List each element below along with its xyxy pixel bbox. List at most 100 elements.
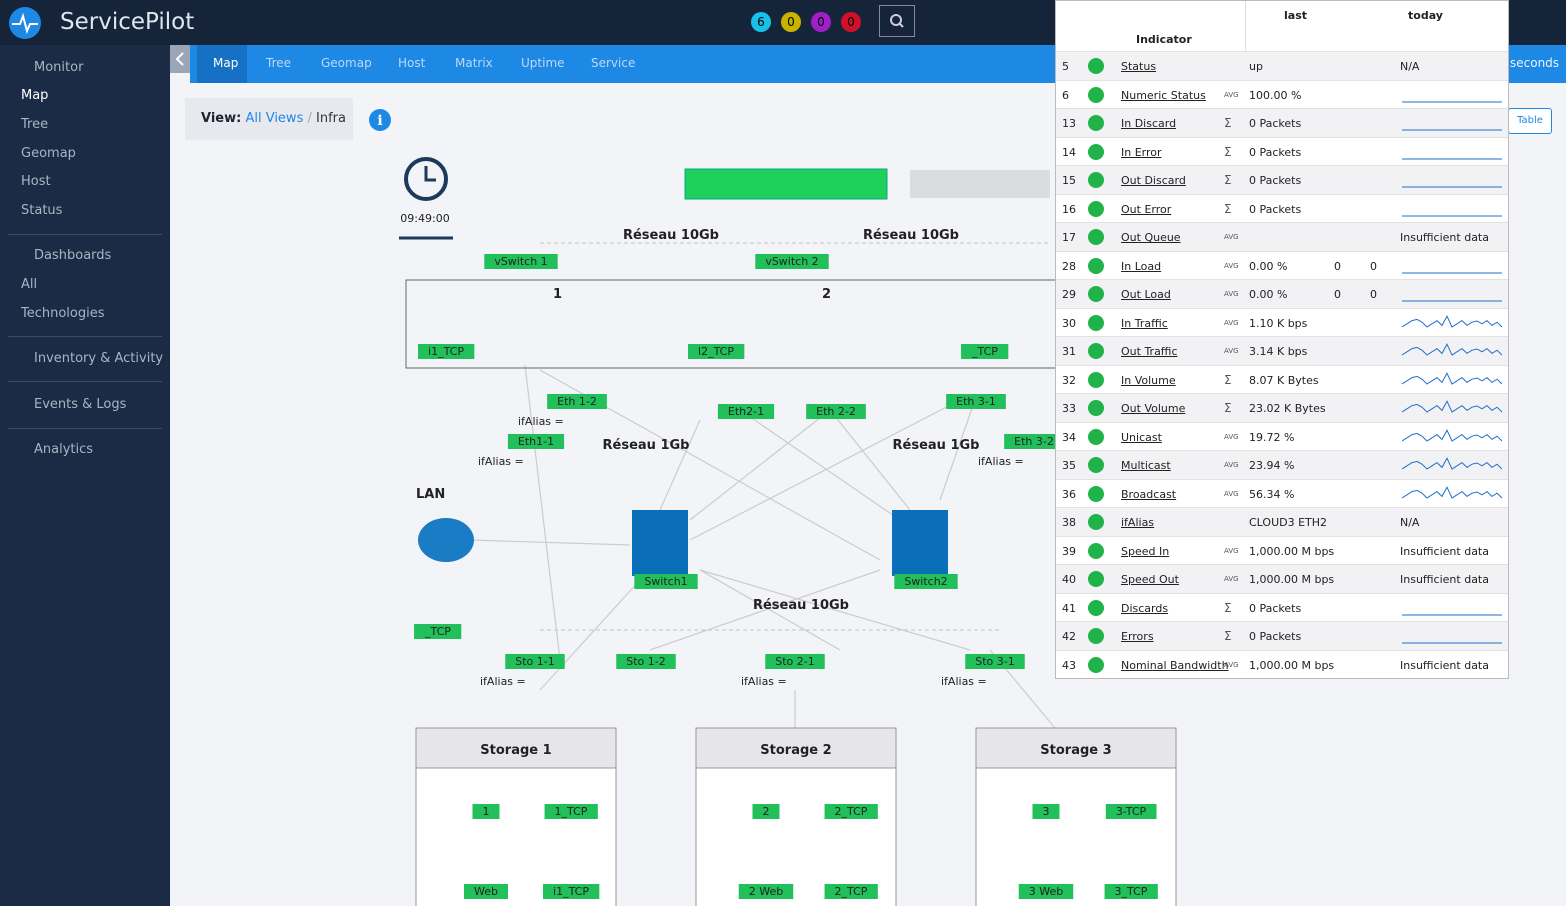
indicator-row: 32 In Volume Σ 8.07 K Bytes xyxy=(1056,364,1508,395)
row-id: 15 xyxy=(1062,174,1076,187)
menu-item[interactable]: Analytics xyxy=(34,442,94,457)
indicator-name[interactable]: In Traffic xyxy=(1121,316,1168,330)
add-button[interactable] xyxy=(1088,286,1104,302)
add-button[interactable] xyxy=(1088,542,1104,559)
add-button[interactable] xyxy=(1088,656,1104,673)
menu-item[interactable]: Events & Logs xyxy=(34,397,127,412)
alert-badge[interactable]: 0 xyxy=(811,12,831,32)
add-button[interactable] xyxy=(1088,143,1104,160)
node-label: 3-TCP xyxy=(1116,805,1147,818)
network-map: 09:49:00 Réseau 10Gb Réseau 10Gb Réseau … xyxy=(399,157,1177,906)
tab[interactable]: Service xyxy=(591,56,636,70)
menu-item[interactable]: Map xyxy=(21,88,49,103)
indicator-name[interactable]: Broadcast xyxy=(1121,487,1177,501)
add-button[interactable] xyxy=(1088,229,1104,245)
indicator-name[interactable]: Out Discard xyxy=(1121,174,1186,187)
label-background xyxy=(946,394,1006,409)
indicator-name[interactable]: In Volume xyxy=(1121,373,1176,387)
row-id: 32 xyxy=(1062,373,1076,387)
add-button[interactable] xyxy=(1088,172,1104,188)
column-header[interactable]: today xyxy=(1408,9,1443,22)
info-icon[interactable]: i xyxy=(368,108,392,132)
menu-item[interactable]: Host xyxy=(21,174,51,189)
label-background xyxy=(418,344,475,359)
add-button[interactable] xyxy=(1088,457,1104,473)
menu-item[interactable]: Technologies xyxy=(21,306,105,321)
search-button[interactable] xyxy=(879,5,915,37)
menu-item[interactable]: Tree xyxy=(21,117,49,132)
table-button[interactable]: Table xyxy=(1508,108,1552,134)
indicator-row: 28 In Load AVG 0.00 % 0 0 xyxy=(1056,250,1508,281)
tab[interactable]: Geomap xyxy=(321,56,372,70)
label-background xyxy=(1104,884,1158,899)
tab[interactable]: Host xyxy=(398,56,426,70)
storage-header xyxy=(975,727,1177,769)
tab[interactable]: Uptime xyxy=(521,56,565,70)
collapse-button[interactable] xyxy=(170,45,190,73)
indicator-name[interactable]: Discards xyxy=(1121,601,1169,615)
add-button[interactable] xyxy=(1088,200,1104,217)
label-background xyxy=(1018,884,1074,899)
menu-item[interactable]: Monitor xyxy=(34,60,84,75)
last-value: 19.72 % xyxy=(1249,430,1295,444)
tab[interactable]: Tree xyxy=(266,56,292,70)
breadcrumb-link[interactable]: All Views xyxy=(245,111,304,126)
add-button[interactable] xyxy=(1088,571,1104,587)
add-button[interactable] xyxy=(1088,58,1104,74)
add-button[interactable] xyxy=(1088,343,1104,359)
port-label: Eth 1-2 xyxy=(557,395,597,408)
menu-item[interactable]: Geomap xyxy=(21,146,76,161)
add-button[interactable] xyxy=(1088,400,1104,416)
indicator-name[interactable]: Out Traffic xyxy=(1121,345,1178,358)
indicator-row: 5 Status up N/A xyxy=(1056,51,1508,81)
node-label: 2_TCP xyxy=(835,885,868,898)
column-header[interactable]: Indicator xyxy=(1136,33,1192,46)
menu-item[interactable]: All xyxy=(21,277,38,292)
add-button[interactable] xyxy=(1088,371,1104,388)
alert-badge[interactable]: 0 xyxy=(841,12,861,32)
indicator-name[interactable]: In Load xyxy=(1121,259,1162,273)
indicator-name[interactable]: Out Load xyxy=(1121,288,1171,301)
indicator-name[interactable]: Unicast xyxy=(1121,430,1162,444)
indicator-name[interactable]: Speed Out xyxy=(1121,573,1179,586)
last-value: 100.00 % xyxy=(1249,88,1302,102)
indicator-name[interactable]: Numeric Status xyxy=(1121,88,1206,102)
add-button[interactable] xyxy=(1088,599,1104,616)
add-button[interactable] xyxy=(1088,628,1104,644)
sparkline xyxy=(1402,343,1502,356)
port-label: Sto 1-2 xyxy=(626,655,666,668)
tab[interactable]: Matrix xyxy=(455,56,493,70)
indicator-name[interactable]: Speed In xyxy=(1121,544,1170,558)
indicator-name[interactable]: Out Volume xyxy=(1121,402,1186,415)
indicator-name[interactable]: In Error xyxy=(1121,145,1162,159)
row-id: 33 xyxy=(1062,402,1076,415)
add-button[interactable] xyxy=(1088,428,1104,445)
add-button[interactable] xyxy=(1088,314,1104,331)
add-button[interactable] xyxy=(1088,514,1104,530)
menu-item[interactable]: Dashboards xyxy=(34,248,112,263)
indicator-name[interactable]: Out Queue xyxy=(1121,231,1181,244)
add-button[interactable] xyxy=(1088,115,1104,131)
menu-item[interactable]: Inventory & Activity xyxy=(34,351,164,366)
column-header[interactable]: last xyxy=(1284,9,1307,22)
last-value: 0 Packets xyxy=(1249,117,1302,130)
indicator-name[interactable]: Errors xyxy=(1121,630,1154,643)
ifalias-label: ifAlias = xyxy=(941,675,987,688)
label-background xyxy=(414,624,462,639)
menu-item[interactable]: Status xyxy=(21,203,63,218)
last-value: 56.34 % xyxy=(1249,487,1295,501)
indicator-name[interactable]: Nominal Bandwidth xyxy=(1121,658,1229,672)
alert-badge[interactable]: 0 xyxy=(781,12,801,32)
indicator-name[interactable]: In Discard xyxy=(1121,117,1177,130)
indicator-name[interactable]: Out Error xyxy=(1121,202,1172,216)
indicator-name[interactable]: ifAlias xyxy=(1121,516,1155,529)
indicator-name[interactable]: Status xyxy=(1121,60,1157,73)
ifalias-label: ifAlias = xyxy=(741,675,787,688)
add-button[interactable] xyxy=(1088,86,1104,103)
alert-badge[interactable]: 6 xyxy=(751,12,771,32)
add-button[interactable] xyxy=(1088,485,1104,502)
today-value: N/A xyxy=(1400,516,1420,529)
add-button[interactable] xyxy=(1088,257,1104,274)
tab[interactable]: Map xyxy=(213,56,239,70)
indicator-name[interactable]: Multicast xyxy=(1121,459,1171,472)
